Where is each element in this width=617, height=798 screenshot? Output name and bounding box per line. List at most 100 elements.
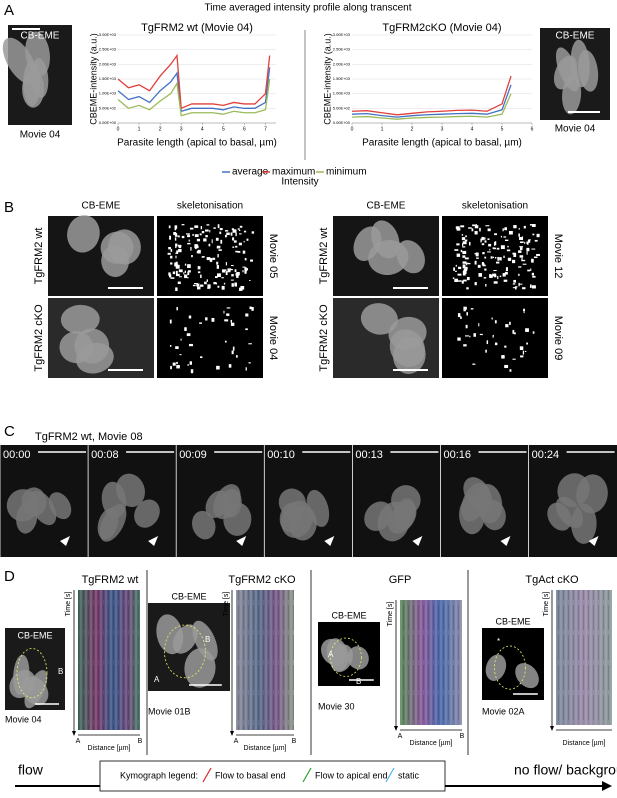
- axis-label: Distance [µm]: [88, 745, 131, 752]
- skeleton-pixel: [468, 227, 472, 229]
- group-title: TgAct cKO: [525, 574, 579, 586]
- timestamp: 00:13: [355, 449, 383, 461]
- skeleton-pixel: [457, 280, 462, 282]
- skeleton-pixel: [462, 250, 467, 255]
- skeleton-pixel: [194, 225, 199, 228]
- movie-label: Movie 30: [318, 701, 355, 711]
- skeleton-pixel: [230, 279, 234, 281]
- movie-label: Movie 09: [552, 316, 564, 361]
- cell: [192, 620, 218, 661]
- timestamp: 00:24: [532, 449, 560, 461]
- skeleton-pixel: [225, 235, 228, 237]
- skeleton-pixel: [521, 259, 526, 262]
- kymograph-texture: [556, 590, 612, 725]
- skeleton-pixel: [494, 233, 498, 236]
- skeleton-pixel: [484, 240, 487, 243]
- y-tick-label: 1.50E+03: [99, 76, 117, 81]
- skeleton-pixel: [230, 322, 235, 326]
- skeleton-pixel: [225, 262, 227, 266]
- skeleton-pixel: [190, 247, 192, 251]
- skeleton-pixel: [197, 266, 201, 270]
- skeleton-pixel: [205, 229, 209, 232]
- outline: [16, 648, 48, 699]
- skeleton-pixel: [492, 335, 494, 338]
- skeleton-pixel: [471, 228, 474, 232]
- label: Movie 04: [555, 124, 596, 135]
- skeleton-pixel: [174, 225, 178, 229]
- skeleton-pixel: [470, 308, 474, 310]
- skeleton-pixel: [179, 354, 182, 356]
- skeleton-pixel: [196, 283, 200, 287]
- skeleton-pixel: [465, 235, 467, 238]
- skeleton-pixel: [233, 240, 237, 243]
- label: B: [4, 199, 14, 216]
- skeleton-pixel: [216, 365, 220, 370]
- skeleton-pixel: [217, 273, 221, 278]
- skeleton-pixel: [238, 242, 242, 246]
- skeleton-pixel: [464, 239, 468, 242]
- skeleton-pixel: [175, 346, 179, 350]
- cell: [100, 231, 134, 264]
- skeleton-pixel: [485, 349, 487, 353]
- skeleton-pixel: [251, 306, 254, 311]
- cell: [388, 501, 417, 534]
- legend-swatch: [302, 767, 312, 783]
- skeleton-pixel: [478, 273, 483, 277]
- skeleton-pixel: [201, 230, 205, 234]
- skeleton-pixel: [474, 225, 479, 229]
- skeleton-pixel: [504, 239, 509, 242]
- group-title: TgFRM2 wt: [82, 574, 139, 586]
- skeleton-pixel: [464, 257, 469, 260]
- skeleton-pixel: [521, 258, 523, 260]
- cell: [24, 670, 48, 709]
- movie-label: Movie 04: [267, 316, 279, 361]
- skeleton-pixel: [485, 283, 487, 287]
- skeleton-pixel: [177, 244, 180, 247]
- skeleton-pixel: [473, 333, 476, 337]
- series-line: [117, 53, 271, 110]
- series-line: [351, 75, 512, 116]
- row-label: TgFRM2 wt: [318, 228, 330, 285]
- skeleton-pixel: [216, 245, 221, 249]
- skeleton-pixel: [230, 264, 234, 267]
- skeleton-pixel: [465, 324, 468, 329]
- x-tick-label: 5: [222, 126, 225, 132]
- skeleton-pixel: [522, 350, 525, 355]
- skeleton-pixel: [224, 319, 229, 322]
- skeleton-pixel: [461, 237, 466, 241]
- arrowhead: [60, 536, 70, 546]
- cell: [347, 646, 369, 670]
- skeleton-pixel: [496, 247, 500, 250]
- skeleton-pixel: [168, 225, 171, 229]
- skeleton-pixel: [504, 271, 508, 275]
- cell: [576, 474, 608, 514]
- cell: [463, 477, 492, 511]
- skeleton-pixel: [499, 275, 502, 278]
- skeleton-pixel: [472, 224, 476, 227]
- title: Time averaged intensity profile along tr…: [205, 3, 412, 14]
- x-tick-label: 4: [471, 126, 474, 132]
- arrowhead: [412, 536, 423, 546]
- cell: [481, 499, 506, 531]
- skeleton-pixel: [466, 287, 469, 290]
- skeleton-pixel: [192, 233, 194, 236]
- skeleton-pixel: [523, 225, 526, 229]
- legend-entry: minimum: [326, 167, 367, 178]
- skeleton-pixel: [501, 355, 505, 359]
- skeleton-pixel: [245, 367, 247, 371]
- skeleton-pixel: [462, 255, 466, 258]
- skeleton-pixel: [197, 271, 201, 274]
- x-tick-label: 1: [138, 126, 141, 132]
- skeleton-pixel: [219, 228, 223, 231]
- end-label: A: [398, 733, 403, 740]
- label: D: [4, 568, 15, 585]
- skeleton-pixel: [221, 285, 225, 290]
- skeleton-pixel: [184, 270, 186, 273]
- y-tick-label: 3.00E+03: [99, 32, 117, 37]
- end-label: A: [76, 738, 81, 745]
- axis-label: Parasite length (apical to basal, µm): [117, 138, 277, 149]
- cell: [330, 644, 353, 673]
- skeleton-pixel: [217, 224, 220, 229]
- end-label: B: [138, 738, 143, 745]
- skeleton-pixel: [216, 265, 219, 269]
